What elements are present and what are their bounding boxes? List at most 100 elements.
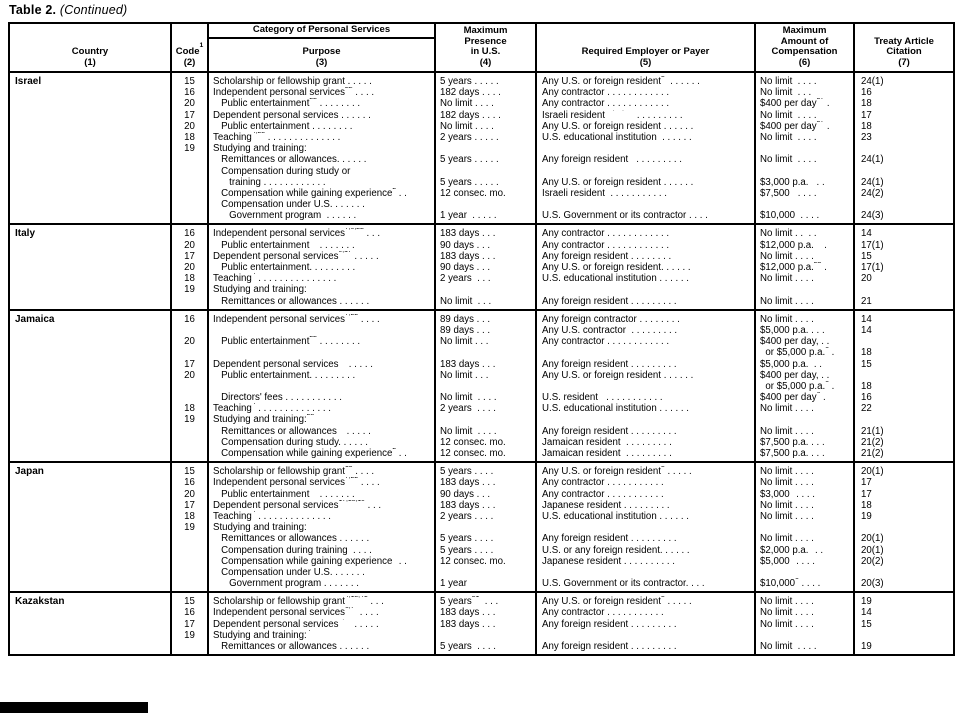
cell-presence: No limit . . . . [440,392,497,404]
country-cell [10,347,170,358]
header-compensation-num: (6) [798,56,811,68]
cell-article: 17 [861,488,872,500]
cell-purpose: Remittances or allowances . . . . . . [213,641,370,652]
country-cell [10,132,170,143]
col-code: 16 20 17 20 18 19 [172,225,209,309]
cell-code: 15 [184,596,195,608]
cell-employer: U.S. educational institution . . . . . . [542,131,692,143]
cell-compensation: $7,500 . . . . [760,187,817,199]
country-name: Israel [15,76,42,87]
cell-code [172,567,207,578]
footnote-sup: 28 [307,414,315,417]
country-cell [10,641,170,652]
cell-employer: Any U.S. or foreign resident . . . . . . [542,120,694,132]
cell-article: 20(3) [861,578,884,590]
cell-purpose: Remittances or allowances11 . . . . . [209,426,434,437]
cell-presence: 90 days . . . [440,488,491,500]
cell-compensation: No limit . . . . [760,641,817,652]
header-article-line1: Treaty Article [874,35,934,47]
cell-code: 17 [184,250,195,262]
cell-compensation [756,414,853,425]
cell-code [172,154,207,165]
cell-code: 17 [184,618,195,630]
footnote-sup: 6,17 [338,619,351,622]
footnote-sup: 6 [790,556,794,559]
cell-employer: Any foreign resident . . . . . . . . . [542,641,677,652]
footnote-sup: 4 [252,511,256,514]
cell-compensation [756,567,853,578]
header-employer: Required Employer or Payer (5) [537,24,756,71]
cell-compensation [756,166,853,177]
col-compensation: No limit . . . . $5,000 p.a. . . . $400 pe… [756,310,855,462]
col-compensation: No limit . . . .$12,000 p.a.25 .No limit… [756,225,855,309]
header-country-num: (1) [84,56,96,68]
cell-compensation: $10,0006 . . . . [756,578,853,589]
cell-presence [436,347,535,358]
cell-presence: 90 days . . . [440,239,491,251]
cell-compensation: or $5,000 p.a.6 . [756,381,853,392]
cell-code: 20 [184,488,195,500]
cell-purpose: Studying and training:28 [209,414,434,425]
cell-purpose: Scholarship or fellowship grant15 . . . … [209,466,434,477]
cell-presence: 12 consec. mo. [440,187,506,199]
col-presence: 5 years . . . . . 182 days . . . . No limi… [436,73,537,224]
cell-presence: 5 years . . . . [440,641,496,652]
cell-code [172,641,207,652]
footnote-sup: 5 [661,596,665,599]
cell-compensation: No limit . . . . [760,76,817,87]
cell-compensation: No limit . . . . [760,109,817,121]
cell-employer: U.S. or any foreign resident. . . . . . [542,544,690,556]
cell-article [855,567,953,578]
country-cell [10,489,170,500]
cell-compensation: $400 per day, . . [760,336,830,348]
footnote-sup: 6 [825,347,829,350]
cell-employer: U.S. Government or its contractor. . . . [542,578,705,590]
cell-article: 18 [861,120,872,132]
cell-employer: Any U.S. or foreign resident5 . . . . . … [537,76,754,87]
footnote-sup: 7,22 [345,477,358,480]
cell-compensation: No limit . . . . [760,596,814,608]
cell-article [855,284,953,295]
cell-code: 17 [184,358,195,370]
cell-presence: 2 years . . . . . [440,131,499,143]
cell-code [172,347,207,358]
header-compensation-line2: Amount of [780,35,829,47]
col-presence: 183 days . . . 90 days . . . 183 days . . … [436,225,537,309]
header-presence-line1: Maximum [463,25,508,36]
cell-purpose: Public entertainment. . . . . . . . . [213,262,356,273]
cell-article: 17 [861,109,872,121]
footnote-sup: 6 [795,578,799,581]
cell-code: 18 [184,403,195,415]
cell-presence: 182 days . . . . [440,109,501,121]
cell-compensation: $5,0006 . . . . [756,556,853,567]
cell-compensation: $3,000 p.a. . . [760,176,825,188]
cell-code [172,325,207,336]
footnote-sup: 22 [309,98,317,101]
cell-code [172,188,207,199]
cell-code: 18 [184,510,195,522]
cell-employer: Jamaican resident . . . . . . . . . [542,448,672,459]
header-article-num: (7) [898,56,910,68]
header-treaty-article: Treaty Article Citation (7) [855,24,953,71]
header-employer-num: (5) [639,56,652,68]
cell-code [172,437,207,448]
footnote-sup: 6 [817,392,821,395]
cell-presence: 5 years . . . . . [440,154,499,166]
cell-compensation: $7,500 p.a. . . . [760,436,825,448]
col-code: 16 20 17 20 18 19 [172,310,209,462]
cell-purpose: Scholarship or fellowship grant4,15,41 .… [209,596,434,607]
cell-purpose: Compensation under U.S. . . . . . . [213,566,365,578]
cell-code: 20 [184,98,195,110]
cell-purpose: Dependent personal services . . . . . . [213,109,371,121]
cell-presence: 183 days . . . [440,499,496,511]
col-country: Kazakstan [10,593,172,655]
cell-purpose: Dependent personal services9,17 . . . . … [209,251,434,262]
cell-employer: Any U.S. or foreign resident5 . . . . . [537,596,754,607]
cell-employer: U.S. educational institution . . . . . . [542,273,690,285]
cell-article: 20(1) [861,466,884,478]
header-compensation-line3: Compensation [771,46,838,57]
cell-code [172,545,207,556]
cell-purpose: Government program . . . . . . [213,210,357,222]
country-section: Japan 15 16 20 17 18 19 Scholarship or fellowsh… [10,461,953,592]
cell-purpose: Studying and training: [213,143,307,155]
